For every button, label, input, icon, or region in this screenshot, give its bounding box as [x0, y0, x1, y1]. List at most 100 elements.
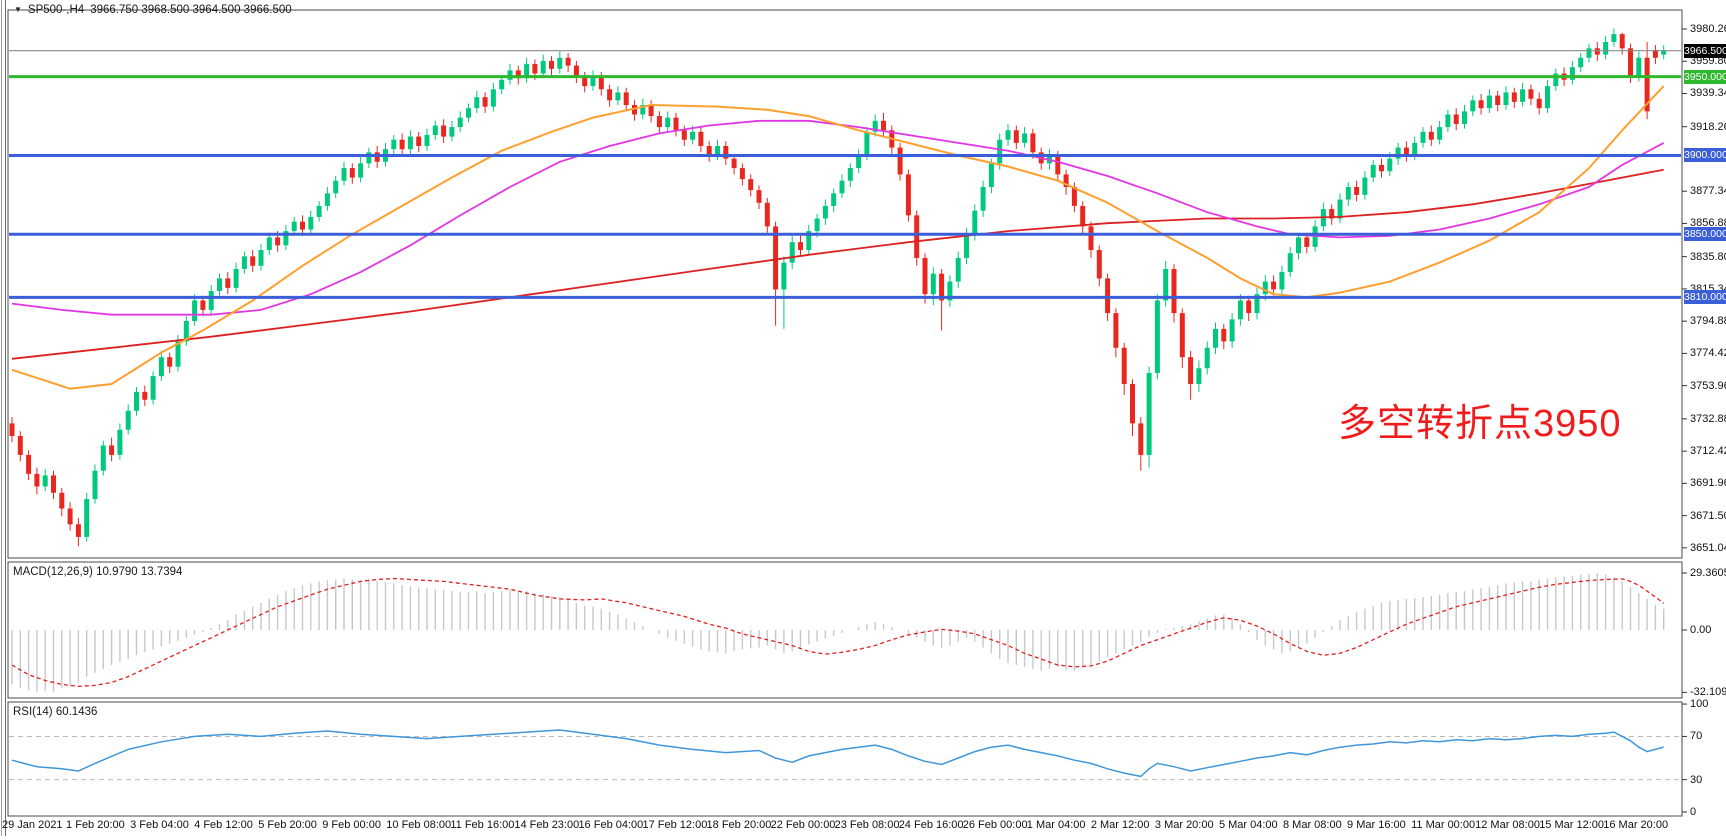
candle-body	[441, 125, 447, 137]
candle-body	[358, 163, 364, 178]
candle-body	[241, 256, 247, 269]
date-tick-label: 17 Feb 12:00	[642, 819, 708, 831]
candle-body	[1478, 100, 1484, 109]
rsi-tick-label: 30	[1690, 773, 1703, 786]
candle-body	[283, 231, 289, 246]
candle-body	[100, 445, 106, 471]
candle-body	[432, 125, 438, 135]
candle-body	[806, 231, 812, 251]
candle-body	[1287, 253, 1293, 273]
candle-body	[881, 120, 886, 131]
price-level-badge: 3850.000	[1684, 227, 1726, 242]
candle-body	[266, 237, 272, 251]
candle-body	[814, 218, 820, 232]
date-tick-label: 1 Feb 20:00	[66, 819, 125, 831]
macd-tick-label: 0.00	[1690, 624, 1712, 636]
candle-body	[789, 242, 795, 263]
candle-body	[1246, 300, 1252, 314]
candle-body	[922, 257, 928, 295]
price-tick-label: 3835.800	[1690, 250, 1726, 263]
date-tick-label: 3 Feb 04:00	[130, 819, 189, 831]
candle-body	[1022, 133, 1028, 143]
candle-body	[1644, 57, 1650, 112]
candle-body	[1105, 278, 1111, 314]
rsi-tick-label: 100	[1690, 698, 1709, 711]
candle-body	[549, 60, 554, 69]
candle-body	[507, 70, 513, 80]
candle-body	[167, 357, 173, 367]
candle-body	[1445, 114, 1451, 128]
candle-body	[1204, 347, 1210, 369]
candle-body	[1437, 127, 1443, 140]
candle-body	[988, 163, 994, 187]
candle-body	[1486, 95, 1492, 109]
candle-body	[341, 168, 347, 181]
date-tick-label: 5 Mar 04:00	[1218, 819, 1278, 831]
ohlc-values: 3966.750 3968.500 3964.500 3966.500	[90, 4, 292, 16]
price-tick-label: 3794.880	[1690, 315, 1726, 328]
candle-body	[466, 108, 471, 118]
price-level-badge: 3966.500	[1684, 43, 1726, 58]
candle-body	[1611, 34, 1617, 42]
date-tick-label: 9 Feb 00:00	[322, 819, 381, 831]
candle-body	[1362, 177, 1368, 195]
candle-body	[648, 105, 654, 117]
candle-body	[590, 76, 596, 87]
candle-body	[1553, 73, 1559, 87]
candle-body	[756, 190, 762, 203]
candle-body	[847, 168, 853, 181]
candle-body	[208, 291, 214, 310]
candle-body	[1088, 226, 1094, 251]
price-tick-label: 3753.960	[1690, 379, 1726, 392]
candle-body	[856, 155, 862, 169]
candle-body	[964, 234, 969, 258]
candle-body	[183, 320, 189, 342]
candle-body	[930, 273, 936, 295]
candle-body	[1213, 328, 1218, 348]
candle-body	[424, 134, 430, 147]
candle-body	[1154, 300, 1160, 373]
macd-signal-line	[11, 577, 1665, 687]
date-tick-label: 16 Feb 04:00	[578, 819, 644, 831]
macd-tick-label: -32.1096	[1690, 686, 1726, 699]
candle-body	[42, 475, 48, 487]
candle-body	[291, 221, 297, 232]
price-tick-label: 3651.040	[1690, 541, 1726, 554]
candle-body	[632, 105, 637, 115]
candle-body	[1171, 268, 1177, 314]
candle-body	[192, 300, 198, 321]
date-tick-label: 11 Mar 00:00	[1411, 819, 1476, 831]
candle-body	[1586, 48, 1592, 58]
candle-body	[1196, 368, 1202, 385]
candle-body	[175, 341, 181, 367]
candle-body	[731, 158, 737, 169]
candle-body	[9, 423, 15, 437]
candle-body	[1013, 130, 1019, 143]
candle-body	[1470, 100, 1476, 112]
price-tick-label: 3918.260	[1690, 120, 1726, 133]
candle-body	[1387, 158, 1393, 172]
candle-body	[839, 180, 845, 194]
candle-body	[1453, 114, 1459, 124]
candle-body	[34, 473, 40, 487]
candle-body	[1146, 372, 1152, 455]
candle-body	[474, 97, 480, 109]
symbol-dropdown-icon[interactable]: ▼	[14, 5, 22, 14]
symbol-label: SP500-,H4	[27, 4, 85, 16]
candle-body	[1578, 57, 1584, 68]
candle-body	[150, 376, 156, 400]
candle-body	[316, 205, 322, 217]
candle-body	[1304, 237, 1310, 247]
candle-body	[972, 210, 978, 235]
candle-body	[1279, 272, 1285, 290]
candle-body	[67, 508, 73, 525]
rsi-tick-label: 0	[1690, 806, 1697, 818]
date-tick-label: 1 Mar 04:00	[1026, 819, 1086, 831]
candle-body	[515, 70, 521, 79]
candle-body	[540, 60, 546, 74]
candle-body	[565, 57, 571, 66]
candle-body	[980, 186, 986, 211]
candle-body	[1063, 174, 1069, 187]
